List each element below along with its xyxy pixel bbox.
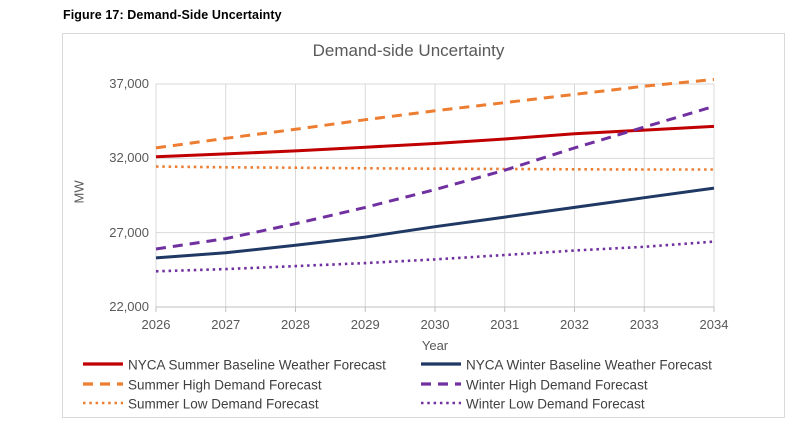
x-tick-label: 2027 <box>211 317 241 332</box>
series-line <box>155 186 715 260</box>
chart-plot <box>155 78 715 312</box>
y-tick-label: 22,000 <box>109 299 149 314</box>
series-line <box>155 124 715 159</box>
x-tick-label: 2028 <box>281 317 310 332</box>
legend-label: Winter Low Demand Forecast <box>466 396 645 412</box>
x-tick-label: 2032 <box>560 317 589 332</box>
legend-label: NYCA Winter Baseline Weather Forecast <box>466 357 712 373</box>
series-line <box>155 78 715 150</box>
legend-label: Summer Low Demand Forecast <box>128 396 319 412</box>
legend-marker-dashed-purple <box>421 376 461 394</box>
series-line <box>155 240 715 273</box>
x-tick-label: 2026 <box>141 317 171 332</box>
legend-item: Summer Low Demand Forecast <box>83 395 386 412</box>
x-tick-label: 2033 <box>629 317 659 332</box>
x-tick-label: 2030 <box>420 317 450 332</box>
chart-legend: NYCA Summer Baseline Weather Forecast Su… <box>83 356 778 418</box>
y-tick-label: 27,000 <box>109 224 149 240</box>
series-line <box>155 165 714 171</box>
chart-title: Demand-side Uncertainty <box>312 41 505 60</box>
legend-marker-dashed-orange <box>83 376 123 394</box>
x-tick-label: 2031 <box>490 317 520 332</box>
legend-marker-solid-red <box>83 356 123 374</box>
x-tick-label: 2029 <box>350 317 380 332</box>
y-axis-label: MW <box>71 180 87 204</box>
y-tick-label: 32,000 <box>109 150 149 166</box>
y-tick-label: 37,000 <box>109 76 149 91</box>
legend-column-summer: NYCA Summer Baseline Weather Forecast Su… <box>83 356 386 415</box>
legend-item: Winter Low Demand Forecast <box>421 395 712 412</box>
legend-marker-dotted-purple <box>421 395 461 413</box>
legend-item: NYCA Summer Baseline Weather Forecast <box>83 356 386 373</box>
chart-container: Demand-side Uncertainty 22,000 27,000 32,0… <box>62 33 785 418</box>
legend-item: Summer High Demand Forecast <box>83 376 386 394</box>
x-axis-label: Year <box>421 338 449 353</box>
legend-label: Summer High Demand Forecast <box>128 377 322 392</box>
series-line <box>155 104 715 251</box>
legend-marker-dotted-orange <box>83 395 123 413</box>
legend-column-winter: NYCA Winter Baseline Weather Forecast Wi… <box>421 356 712 415</box>
x-tick-label: 2034 <box>699 317 729 332</box>
legend-item: Winter High Demand Forecast <box>421 376 712 394</box>
legend-label: NYCA Summer Baseline Weather Forecast <box>128 357 386 373</box>
legend-marker-solid-navy <box>421 356 461 374</box>
legend-item: NYCA Winter Baseline Weather Forecast <box>421 356 712 373</box>
legend-label: Winter High Demand Forecast <box>466 377 648 392</box>
figure-caption: Figure 17: Demand-Side Uncertainty <box>63 8 282 22</box>
